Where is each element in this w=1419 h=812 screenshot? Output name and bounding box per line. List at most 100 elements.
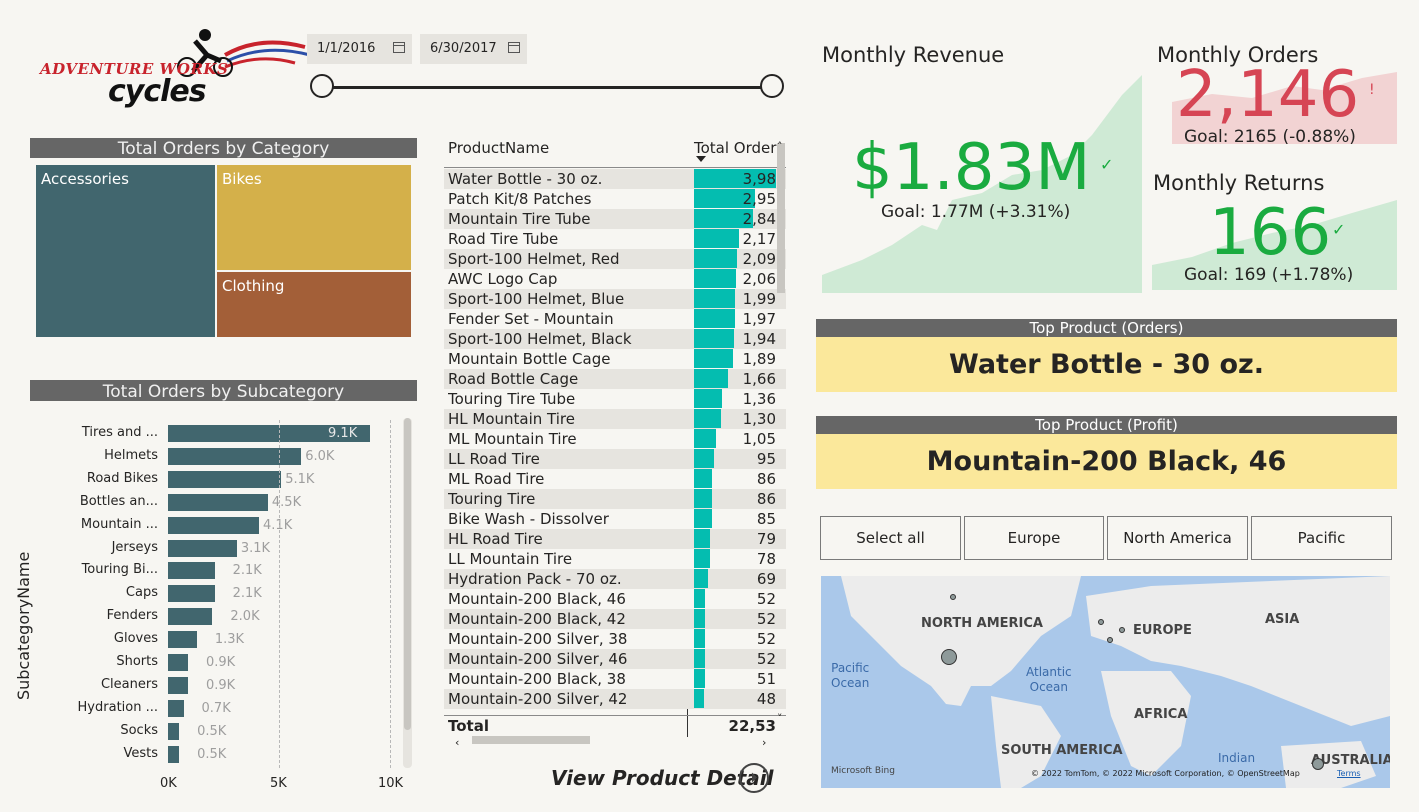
treemap-tile-bikes[interactable]: Bikes: [217, 165, 411, 270]
subcategory-bar[interactable]: [168, 493, 268, 511]
treemap-tile-label: Accessories: [41, 170, 129, 188]
table-horizontal-scrollbar[interactable]: [472, 736, 590, 744]
table-row[interactable]: HL Mountain Tire 1,30: [444, 409, 786, 429]
bar-value-label: 0.5K: [197, 723, 227, 739]
map-bubble-australia[interactable]: [1312, 758, 1324, 770]
total-order-cell: 52: [756, 630, 776, 648]
table-row[interactable]: AWC Logo Cap 2,06: [444, 269, 786, 289]
table-row[interactable]: Sport-100 Helmet, Black 1,94: [444, 329, 786, 349]
date-range-slider-track[interactable]: [322, 86, 774, 89]
table-row[interactable]: Sport-100 Helmet, Red 2,09: [444, 249, 786, 269]
region-europe-button[interactable]: Europe: [964, 516, 1104, 560]
orders-title: Monthly Orders: [1157, 43, 1319, 67]
table-row[interactable]: Mountain-200 Black, 46 52: [444, 589, 786, 609]
map-bubble-usa[interactable]: [941, 649, 957, 665]
table-total-row: Total 22,53: [444, 715, 786, 738]
table-row[interactable]: Mountain-200 Silver, 46 52: [444, 649, 786, 669]
product-name-cell: HL Road Tire: [448, 530, 543, 548]
column-header-total-order[interactable]: Total Order: [694, 139, 777, 157]
scrollbar-thumb[interactable]: [404, 418, 411, 730]
treemap-tile-accessories[interactable]: Accessories: [36, 165, 215, 337]
gridline: [390, 420, 391, 768]
table-row[interactable]: ML Mountain Tire 1,05: [444, 429, 786, 449]
data-bar: [694, 209, 753, 228]
returns-title: Monthly Returns: [1153, 171, 1325, 195]
calendar-icon[interactable]: [508, 42, 520, 53]
table-row[interactable]: Sport-100 Helmet, Blue 1,99: [444, 289, 786, 309]
returns-value: 166: [1209, 196, 1332, 270]
subcategory-bar[interactable]: [168, 470, 282, 488]
subcategory-bar[interactable]: [168, 447, 302, 465]
region-north-america-button[interactable]: North America: [1107, 516, 1248, 560]
map-bubble-uk[interactable]: [1098, 619, 1104, 625]
total-order-cell: 2,06: [742, 270, 776, 288]
subcategory-bar[interactable]: [168, 425, 371, 442]
product-name-cell: ML Mountain Tire: [448, 430, 577, 448]
drillthrough-icon[interactable]: ⏵: [739, 763, 769, 793]
map-bubble-canada[interactable]: [950, 594, 956, 600]
subcategory-bar[interactable]: [168, 722, 180, 740]
subcategory-bar[interactable]: [168, 539, 237, 557]
calendar-icon[interactable]: [393, 42, 405, 53]
table-vertical-scrollbar[interactable]: [777, 143, 785, 293]
table-row[interactable]: Touring Tire Tube 1,36: [444, 389, 786, 409]
scroll-right-icon[interactable]: ›: [762, 736, 767, 749]
date-range-end-handle[interactable]: [760, 74, 784, 98]
total-value: 22,53: [728, 717, 776, 735]
subcategory-label: Bottles an...: [79, 493, 158, 509]
table-row[interactable]: ML Road Tire 86: [444, 469, 786, 489]
table-row[interactable]: Patch Kit/8 Patches 2,95: [444, 189, 786, 209]
subcategory-bar[interactable]: [168, 745, 180, 763]
table-row[interactable]: LL Road Tire 95: [444, 449, 786, 469]
view-product-detail-button[interactable]: View Product Detail: [551, 766, 774, 790]
treemap-tile-clothing[interactable]: Clothing: [217, 272, 411, 337]
table-row[interactable]: Road Bottle Cage 1,66: [444, 369, 786, 389]
start-date-input[interactable]: 1/1/2016: [307, 34, 412, 64]
top-product-profit-title: Top Product (Profit): [816, 416, 1397, 434]
table-row[interactable]: Mountain-200 Silver, 42 48: [444, 689, 786, 709]
table-row[interactable]: Mountain-200 Silver, 38 52: [444, 629, 786, 649]
table-row[interactable]: Mountain Tire Tube 2,84: [444, 209, 786, 229]
subcategory-bar[interactable]: [168, 585, 215, 603]
table-row[interactable]: Touring Tire 86: [444, 489, 786, 509]
table-row[interactable]: HL Road Tire 79: [444, 529, 786, 549]
table-row[interactable]: Hydration Pack - 70 oz. 69: [444, 569, 786, 589]
table-row[interactable]: Bike Wash - Dissolver 85: [444, 509, 786, 529]
table-row[interactable]: Mountain-200 Black, 38 51: [444, 669, 786, 689]
start-date-value: 1/1/2016: [317, 41, 376, 56]
scroll-up-icon[interactable]: ˄: [777, 140, 783, 153]
bar-chart-scrollbar[interactable]: [403, 418, 412, 768]
returns-goal: Goal: 169 (+1.78%): [1184, 265, 1354, 285]
table-row[interactable]: Water Bottle - 30 oz. 3,98: [444, 169, 786, 189]
subcategory-bar[interactable]: [168, 654, 188, 671]
region-pacific-button[interactable]: Pacific: [1251, 516, 1392, 560]
subcategory-bar[interactable]: [168, 562, 215, 580]
sort-desc-icon[interactable]: [696, 156, 706, 162]
bar-value-label: 2.0K: [230, 609, 260, 625]
date-range-start-handle[interactable]: [310, 74, 334, 98]
end-date-input[interactable]: 6/30/2017: [420, 34, 527, 64]
subcategory-bar[interactable]: [168, 631, 197, 649]
subcategory-bar[interactable]: [168, 608, 213, 626]
region-select-all-button[interactable]: Select all: [820, 516, 961, 560]
sales-map[interactable]: NORTH AMERICA EUROPE ASIA AFRICA SOUTH A…: [821, 576, 1390, 788]
table-row[interactable]: Fender Set - Mountain 1,97: [444, 309, 786, 329]
table-row[interactable]: Mountain Bottle Cage 1,89: [444, 349, 786, 369]
table-row[interactable]: LL Mountain Tire 78: [444, 549, 786, 569]
table-row[interactable]: Mountain-200 Black, 42 52: [444, 609, 786, 629]
product-name-cell: LL Road Tire: [448, 450, 540, 468]
map-bubble-france[interactable]: [1107, 637, 1113, 643]
top-product-orders-title: Top Product (Orders): [816, 319, 1397, 337]
total-order-cell: 86: [756, 470, 776, 488]
scroll-left-icon[interactable]: ‹: [455, 736, 460, 749]
ocean-label-pacific: Pacific Ocean: [831, 661, 870, 690]
subcategory-bar[interactable]: [168, 676, 188, 694]
subcategory-bar[interactable]: [168, 699, 184, 717]
scroll-down-icon[interactable]: ˅: [777, 712, 783, 725]
map-bubble-germany[interactable]: [1119, 627, 1125, 633]
table-row[interactable]: Road Tire Tube 2,17: [444, 229, 786, 249]
data-bar: [694, 509, 712, 528]
column-header-productname[interactable]: ProductName: [448, 139, 550, 157]
subcategory-bar[interactable]: [168, 516, 260, 534]
map-terms-link[interactable]: Terms: [1337, 769, 1361, 778]
